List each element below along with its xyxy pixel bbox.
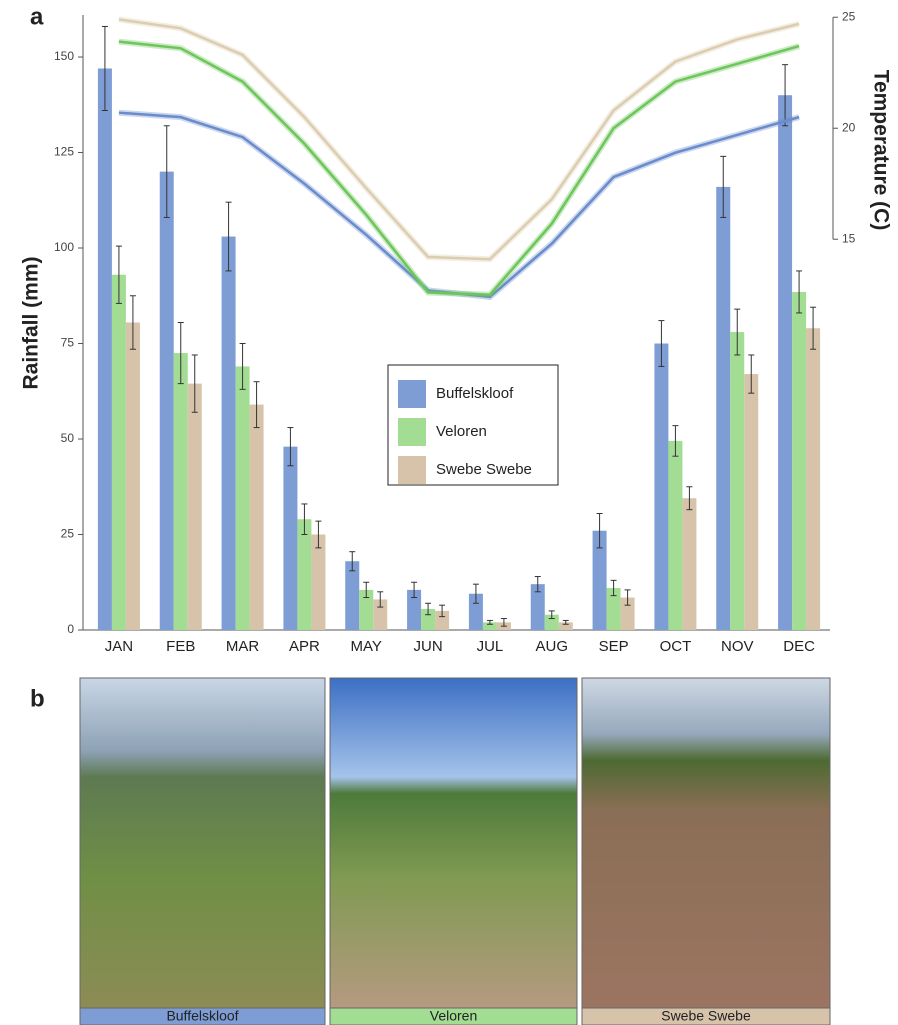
x-tick-label: DEC [783,638,815,655]
y2-axis-label: Temperature (C) [869,70,892,231]
y-axis-label: Rainfall (mm) [20,256,43,389]
y2-tick-label: 25 [842,9,856,23]
figure: a Rainfall (mm) Temperature (C) b Buffel… [0,0,898,1025]
x-tick-label: JUN [413,638,442,655]
bar [311,535,325,630]
y-tick-label: 75 [61,336,75,350]
bar [174,353,188,630]
x-tick-label: SEP [599,638,629,655]
y-tick-label: 0 [67,622,74,636]
panel-label: a [30,3,44,30]
y-tick-label: 125 [54,145,74,159]
photo-caption: Veloren [430,1008,477,1024]
bar [744,374,758,630]
bar [716,187,730,630]
bar [654,344,668,630]
x-tick-label: JAN [105,638,133,655]
page: a Rainfall (mm) Temperature (C) b Buffel… [0,0,898,1025]
bar [112,275,126,630]
bar [297,519,311,630]
bar [283,447,297,630]
bar [345,561,359,630]
temperature-line [119,113,799,297]
panel-label: b [30,685,45,712]
photo [80,678,325,1008]
bar [668,441,682,630]
bar [160,172,174,630]
y2-tick-label: 15 [842,231,856,245]
y-tick-label: 100 [54,240,74,254]
bar [236,366,250,630]
x-tick-label: MAY [351,638,382,655]
x-tick-label: OCT [660,638,692,655]
temperature-band [119,19,799,259]
x-tick-label: JUL [477,638,504,655]
bar [778,95,792,630]
y-tick-label: 50 [61,431,75,445]
bar [98,68,112,630]
photo [330,678,577,1008]
bar [250,405,264,630]
x-tick-label: MAR [226,638,260,655]
temperature-band [119,113,799,297]
x-tick-label: NOV [721,638,754,655]
bar [792,292,806,630]
y-tick-label: 150 [54,49,74,63]
bar [682,498,696,630]
bar [188,384,202,630]
bar [126,323,140,631]
photo-caption: Buffelskloof [166,1008,238,1024]
photo-caption: Swebe Swebe [661,1008,751,1024]
bar [806,328,820,630]
legend-swatch [398,418,426,446]
legend-label: Swebe Swebe [436,461,532,478]
legend-label: Veloren [436,423,487,440]
x-tick-label: AUG [535,638,568,655]
legend-swatch [398,456,426,484]
x-tick-label: FEB [166,638,195,655]
legend: Buffelskloof Veloren Swebe Swebe [388,365,558,485]
bar [730,332,744,630]
photo [582,678,830,1008]
y2-tick-label: 20 [842,120,856,134]
legend-label: Buffelskloof [436,385,514,402]
x-tick-label: APR [289,638,320,655]
bar [222,237,236,630]
y-tick-label: 25 [61,527,75,541]
legend-swatch [398,380,426,408]
